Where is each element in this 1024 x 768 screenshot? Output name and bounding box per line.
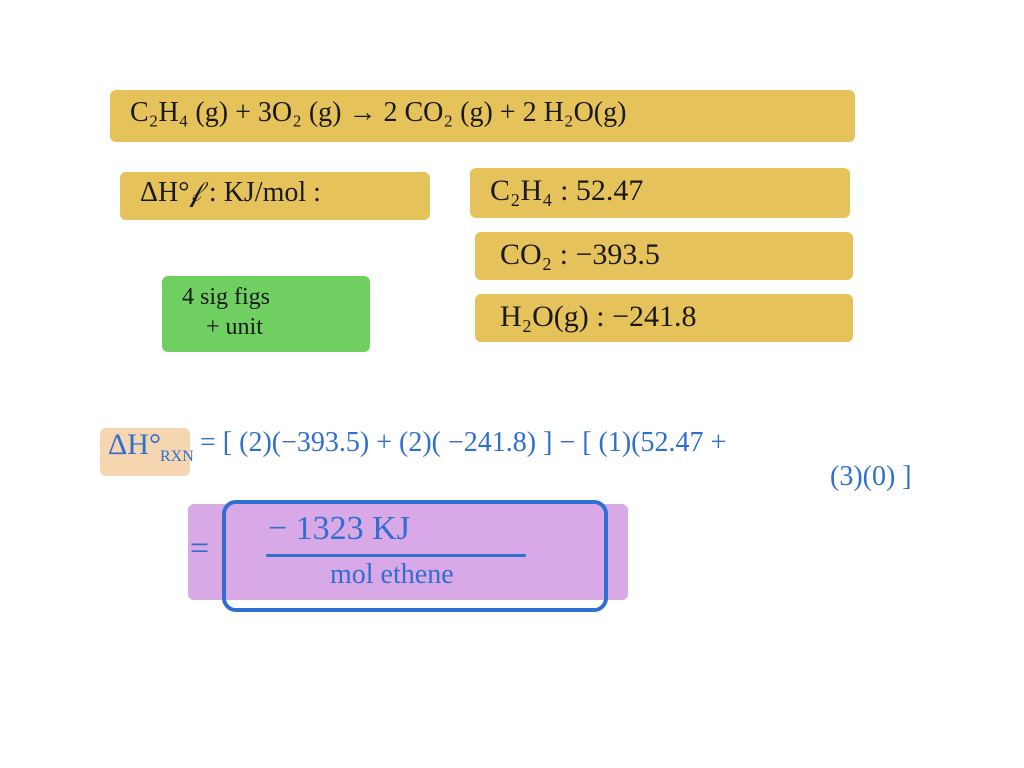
c2h4-value-text: C₂H₄ : 52.47: [490, 174, 643, 207]
dh-rxn-label: ΔH°: [108, 428, 161, 461]
calc-line1: = [ (2)(−393.5) + (2)( −241.8) ] − [ (1)…: [200, 428, 726, 459]
result-fraction-line: [266, 554, 526, 557]
equation-text: C₂H₄ (g) + 3O₂ (g) → 2 CO₂ (g) + 2 H₂O(g…: [130, 98, 626, 129]
dh-rxn-subscript: RXN: [160, 448, 194, 466]
sigfigs-line2: + unit: [206, 314, 263, 340]
equals-sign: =: [190, 530, 209, 567]
h2o-value-text: H₂O(g) : −241.8: [500, 300, 697, 333]
result-value: − 1323 KJ: [268, 510, 410, 547]
result-denominator: mol ethene: [330, 560, 454, 591]
dhf-label-text: ΔH°𝒻 : KJ/mol :: [140, 178, 321, 209]
calc-line2: (3)(0) ]: [830, 462, 912, 493]
co2-value-text: CO₂ : −393.5: [500, 238, 660, 271]
sigfigs-line1: 4 sig figs: [182, 284, 270, 310]
whiteboard: C₂H₄ (g) + 3O₂ (g) → 2 CO₂ (g) + 2 H₂O(g…: [0, 0, 1024, 768]
